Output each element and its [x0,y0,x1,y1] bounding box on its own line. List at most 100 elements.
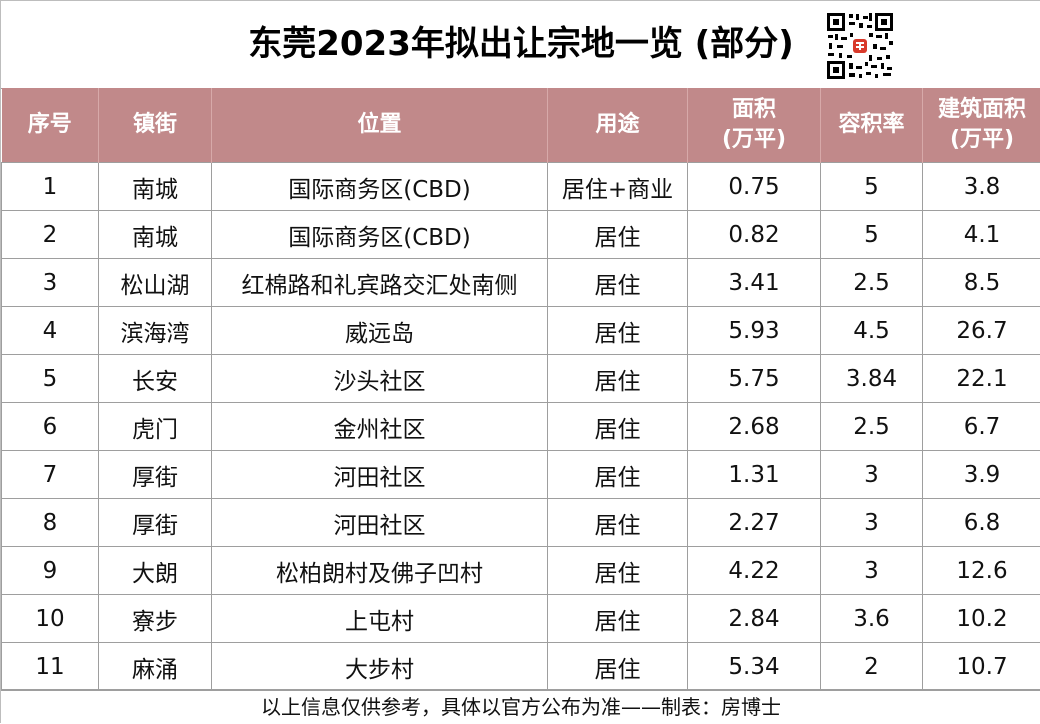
table-row: 2 南城 国际商务区(CBD) 居住 0.82 5 4.1 [2,211,1040,259]
cell-street[interactable]: 虎门 [99,403,212,451]
cell-build[interactable]: 3.8 [923,163,1040,211]
cell-use[interactable]: 居住 [548,499,688,547]
cell-far[interactable]: 2.5 [821,259,923,307]
cell-no[interactable]: 1 [2,163,99,211]
cell-street[interactable]: 麻涌 [99,643,212,691]
cell-area[interactable]: 2.27 [688,499,821,547]
cell-area[interactable]: 5.75 [688,355,821,403]
cell-use[interactable]: 居住 [548,643,688,691]
cell-location[interactable]: 大步村 [212,643,548,691]
table-row: 3 松山湖 红棉路和礼宾路交汇处南侧 居住 3.41 2.5 8.5 [2,259,1040,307]
qr-code-icon [825,11,895,81]
cell-no[interactable]: 3 [2,259,99,307]
cell-area[interactable]: 2.68 [688,403,821,451]
cell-street[interactable]: 大朗 [99,547,212,595]
cell-area[interactable]: 5.93 [688,307,821,355]
cell-build[interactable]: 8.5 [923,259,1040,307]
cell-build[interactable]: 6.8 [923,499,1040,547]
cell-use[interactable]: 居住 [548,259,688,307]
footer-note: 以上信息仅供参考，具体以官方公布为准——制表：房博士 [1,689,1040,724]
cell-street[interactable]: 南城 [99,211,212,259]
header-build: 建筑面积 (万平) [923,88,1040,163]
cell-location[interactable]: 威远岛 [212,307,548,355]
cell-area[interactable]: 5.34 [688,643,821,691]
cell-use[interactable]: 居住 [548,355,688,403]
cell-use[interactable]: 居住 [548,547,688,595]
cell-build[interactable]: 22.1 [923,355,1040,403]
cell-area[interactable]: 2.84 [688,595,821,643]
cell-use[interactable]: 居住+商业 [548,163,688,211]
table-body: 1 南城 国际商务区(CBD) 居住+商业 0.75 5 3.8 2 南城 国际… [2,163,1040,691]
header-far: 容积率 [821,88,923,163]
cell-street[interactable]: 厚街 [99,499,212,547]
cell-build[interactable]: 6.7 [923,403,1040,451]
header-no: 序号 [2,88,99,163]
cell-far[interactable]: 5 [821,211,923,259]
table-row: 4 滨海湾 威远岛 居住 5.93 4.5 26.7 [2,307,1040,355]
cell-location[interactable]: 松柏朗村及佛子凹村 [212,547,548,595]
table-row: 6 虎门 金州社区 居住 2.68 2.5 6.7 [2,403,1040,451]
cell-far[interactable]: 3.6 [821,595,923,643]
cell-far[interactable]: 3.84 [821,355,923,403]
cell-street[interactable]: 松山湖 [99,259,212,307]
cell-far[interactable]: 2 [821,643,923,691]
cell-use[interactable]: 居住 [548,451,688,499]
cell-location[interactable]: 国际商务区(CBD) [212,211,548,259]
cell-street[interactable]: 长安 [99,355,212,403]
cell-no[interactable]: 2 [2,211,99,259]
table-row: 9 大朗 松柏朗村及佛子凹村 居住 4.22 3 12.6 [2,547,1040,595]
cell-location[interactable]: 金州社区 [212,403,548,451]
cell-use[interactable]: 居住 [548,211,688,259]
cell-far[interactable]: 3 [821,499,923,547]
cell-area[interactable]: 3.41 [688,259,821,307]
cell-far[interactable]: 4.5 [821,307,923,355]
cell-far[interactable]: 3 [821,451,923,499]
cell-location[interactable]: 红棉路和礼宾路交汇处南侧 [212,259,548,307]
cell-far[interactable]: 2.5 [821,403,923,451]
cell-area[interactable]: 0.82 [688,211,821,259]
header-build-line1: 建筑面积 [923,95,1040,125]
cell-no[interactable]: 10 [2,595,99,643]
cell-street[interactable]: 南城 [99,163,212,211]
cell-location[interactable]: 河田社区 [212,499,548,547]
cell-no[interactable]: 11 [2,643,99,691]
cell-use[interactable]: 居住 [548,595,688,643]
table-row: 11 麻涌 大步村 居住 5.34 2 10.7 [2,643,1040,691]
cell-build[interactable]: 3.9 [923,451,1040,499]
cell-location[interactable]: 国际商务区(CBD) [212,163,548,211]
cell-use[interactable]: 居住 [548,307,688,355]
cell-build[interactable]: 10.7 [923,643,1040,691]
table-header-row: 序号 镇街 位置 用途 面积 (万平) 容积率 建筑面积 (万平) [2,88,1040,163]
cell-no[interactable]: 4 [2,307,99,355]
header-area-line1: 面积 [688,95,820,125]
cell-area[interactable]: 4.22 [688,547,821,595]
table-row: 10 寮步 上屯村 居住 2.84 3.6 10.2 [2,595,1040,643]
cell-use[interactable]: 居住 [548,403,688,451]
cell-far[interactable]: 3 [821,547,923,595]
cell-build[interactable]: 10.2 [923,595,1040,643]
cell-area[interactable]: 1.31 [688,451,821,499]
cell-build[interactable]: 12.6 [923,547,1040,595]
cell-area[interactable]: 0.75 [688,163,821,211]
cell-street[interactable]: 厚街 [99,451,212,499]
cell-location[interactable]: 河田社区 [212,451,548,499]
cell-location[interactable]: 上屯村 [212,595,548,643]
header-street: 镇街 [99,88,212,163]
cell-no[interactable]: 6 [2,403,99,451]
cell-no[interactable]: 8 [2,499,99,547]
cell-street[interactable]: 滨海湾 [99,307,212,355]
header-area-line2: (万平) [688,125,820,155]
cell-far[interactable]: 5 [821,163,923,211]
cell-street[interactable]: 寮步 [99,595,212,643]
cell-no[interactable]: 7 [2,451,99,499]
land-table: 序号 镇街 位置 用途 面积 (万平) 容积率 建筑面积 (万平) 1 南城 国… [1,88,1040,691]
table-row: 8 厚街 河田社区 居住 2.27 3 6.8 [2,499,1040,547]
table-row: 7 厚街 河田社区 居住 1.31 3 3.9 [2,451,1040,499]
cell-no[interactable]: 5 [2,355,99,403]
cell-build[interactable]: 4.1 [923,211,1040,259]
cell-no[interactable]: 9 [2,547,99,595]
cell-build[interactable]: 26.7 [923,307,1040,355]
cell-location[interactable]: 沙头社区 [212,355,548,403]
table-row: 5 长安 沙头社区 居住 5.75 3.84 22.1 [2,355,1040,403]
